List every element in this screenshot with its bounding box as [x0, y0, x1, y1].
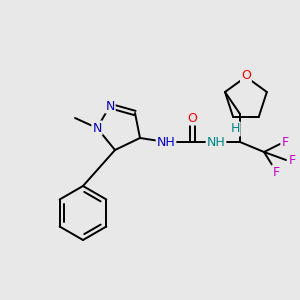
Text: NH: NH	[207, 136, 225, 148]
Text: F: F	[281, 136, 289, 149]
Text: O: O	[187, 112, 197, 124]
Text: N: N	[105, 100, 115, 112]
Text: F: F	[272, 166, 280, 178]
Text: O: O	[241, 69, 251, 82]
Text: N: N	[92, 122, 102, 134]
Text: NH: NH	[157, 136, 175, 148]
Text: H: H	[230, 122, 240, 136]
Text: F: F	[288, 154, 296, 167]
